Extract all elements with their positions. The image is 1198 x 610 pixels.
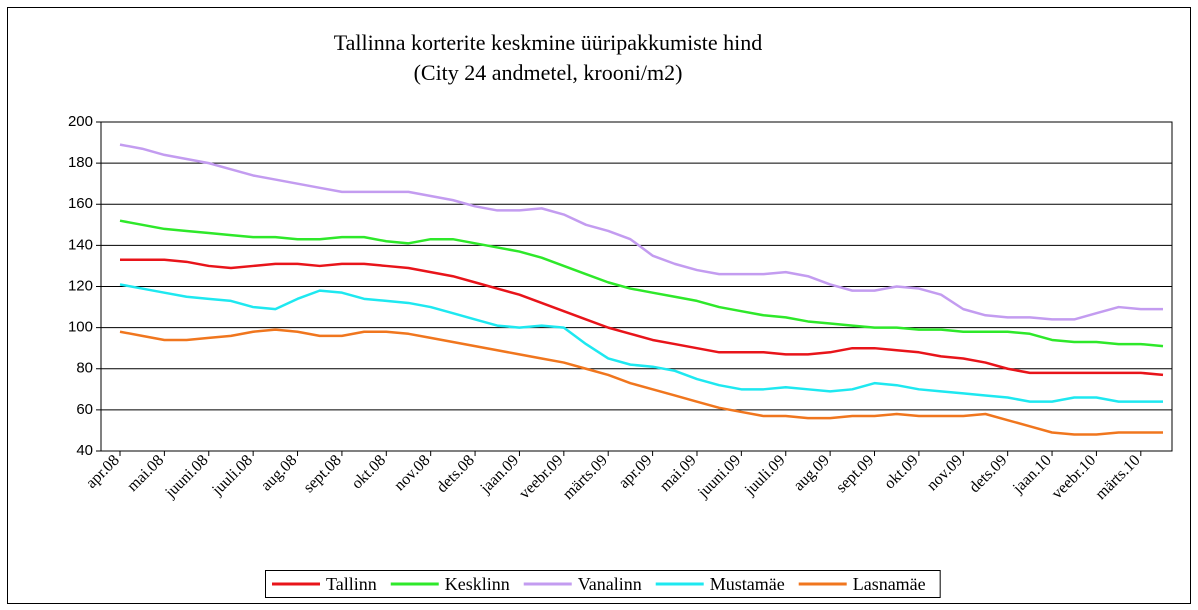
- y-tick-label: 60: [76, 401, 93, 418]
- series-line: [119, 283, 1163, 403]
- y-tick-label: 200: [68, 113, 93, 130]
- legend-label: Lasnamäe: [853, 574, 926, 594]
- y-tick-label: 140: [68, 236, 93, 253]
- series-line: [120, 258, 1164, 377]
- series-line: [119, 219, 1164, 348]
- series-line: [119, 328, 1163, 436]
- series-line: [119, 143, 1163, 321]
- legend: Tallinn Kesklinn Vanalinn Mustamäe Lasnamäe: [265, 570, 941, 598]
- chart-subtitle: (City 24 andmetel, krooni/m2): [414, 60, 683, 85]
- chart-title: Tallinna korterite keskmine üüripakkumis…: [334, 30, 763, 55]
- y-tick-label: 40: [76, 442, 93, 459]
- y-tick-label: 160: [68, 195, 93, 212]
- legend-label: Kesklinn: [445, 574, 510, 594]
- y-tick-label: 180: [68, 154, 93, 171]
- y-tick-label: 100: [68, 319, 93, 336]
- legend-label: Tallinn: [326, 574, 377, 594]
- legend-label: Mustamäe: [710, 574, 785, 594]
- y-tick-label: 120: [68, 277, 93, 294]
- legend-label: Vanalinn: [578, 574, 642, 594]
- y-tick-label: 80: [76, 360, 93, 377]
